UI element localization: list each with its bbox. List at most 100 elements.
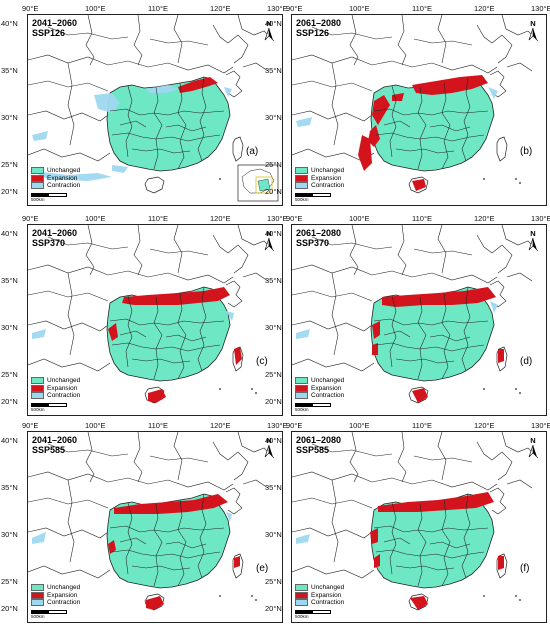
- province-boundary: [85, 225, 95, 276]
- x-tick-label: 130°E: [531, 4, 550, 13]
- province-boundary: [149, 248, 209, 256]
- contraction-area: [32, 329, 46, 339]
- province-boundary: [111, 549, 221, 559]
- y-tick-label: 20°N: [265, 187, 282, 196]
- contraction-swatch: [31, 392, 44, 400]
- province-boundary: [212, 24, 249, 64]
- expansion-swatch: [31, 591, 44, 599]
- province-boundary: [131, 565, 191, 571]
- x-tick-label: 90°E: [22, 214, 39, 223]
- contraction-area: [32, 131, 48, 141]
- province-boundary: [153, 503, 163, 587]
- province-boundary: [212, 234, 249, 274]
- y-tick-label: 35°N: [265, 66, 282, 75]
- province-boundary: [47, 26, 129, 40]
- panel-letter: (c): [256, 356, 268, 367]
- y-tick-label: 40°N: [1, 19, 18, 28]
- province-boundary: [397, 15, 407, 66]
- unchanged-area: [106, 493, 231, 589]
- island-dot: [515, 595, 517, 597]
- expansion-area: [412, 179, 426, 191]
- province-boundary: [177, 499, 187, 587]
- legend-item: Unchanged: [295, 377, 344, 385]
- panel-letter: (d): [520, 356, 533, 367]
- contraction-area: [32, 171, 112, 181]
- province-boundary: [292, 54, 498, 74]
- legend-label: Contraction: [311, 182, 345, 190]
- expansion-area: [498, 349, 504, 363]
- x-tick-label: 90°E: [286, 214, 303, 223]
- province-boundary: [476, 234, 513, 274]
- map-panel-b: 2061–2080 SSP126 N (b) Unchanged Expansion Con…: [291, 14, 547, 206]
- map-canvas: [292, 15, 539, 194]
- contraction-area: [488, 87, 498, 99]
- province-boundary: [28, 264, 234, 284]
- contraction-swatch: [295, 599, 308, 607]
- panel-letter: (b): [520, 146, 533, 157]
- contraction-area: [226, 512, 232, 522]
- x-tick-label: 130°E: [267, 421, 288, 430]
- contraction-swatch: [31, 182, 44, 190]
- legend-label: Unchanged: [311, 377, 345, 385]
- province-boundary: [173, 432, 183, 481]
- period-label: 2061–2080: [296, 228, 342, 238]
- province-boundary: [28, 148, 111, 162]
- contraction-area: [32, 532, 46, 544]
- island-dot: [519, 392, 521, 394]
- legend-label: Contraction: [47, 599, 81, 607]
- island-dot: [251, 388, 253, 390]
- province-boundary: [28, 565, 111, 579]
- y-tick-label: 20°N: [1, 187, 18, 196]
- province-boundary: [383, 537, 411, 545]
- province-boundary: [28, 471, 234, 491]
- province-boundary: [331, 272, 339, 356]
- province-boundary: [28, 497, 109, 509]
- legend-item: Contraction: [31, 599, 80, 607]
- province-boundary: [349, 15, 359, 66]
- scale-bar-graphic: [31, 193, 67, 197]
- expansion-area: [108, 540, 116, 554]
- province-boundary: [131, 148, 191, 154]
- province-boundary: [311, 443, 393, 457]
- province-boundary: [212, 441, 249, 481]
- map-panel-a: 2041–2060 SSP126 N (a) Unchanged Expansion Con…: [27, 14, 283, 206]
- coastline: [225, 280, 243, 308]
- scale-bar: 500km: [295, 610, 331, 619]
- province-boundary: [149, 38, 209, 46]
- coastline: [489, 70, 507, 98]
- province-boundary: [506, 62, 533, 72]
- expansion-area: [410, 596, 428, 610]
- province-boundary: [397, 432, 407, 483]
- expansion-area: [108, 323, 118, 341]
- province-boundary: [149, 455, 209, 463]
- province-boundary: [292, 565, 375, 579]
- scale-bar: 500km: [295, 193, 331, 202]
- scenario-label: SSP370: [296, 238, 330, 248]
- period-label: 2041–2060: [32, 435, 78, 445]
- north-arrow-icon: N: [526, 229, 540, 251]
- x-tick-label: 90°E: [286, 421, 303, 430]
- north-arrow-icon: N: [526, 436, 540, 458]
- taiwan-island: [496, 136, 508, 162]
- legend-item: Contraction: [295, 392, 344, 400]
- x-tick-label: 110°E: [148, 4, 168, 13]
- island-dot: [255, 392, 257, 394]
- north-arrow-icon: N: [262, 19, 276, 41]
- island-dot: [255, 599, 257, 601]
- province-boundary: [311, 26, 393, 40]
- province-boundary: [413, 455, 473, 463]
- province-boundary: [373, 108, 489, 116]
- scale-bar-label: 500km: [31, 197, 45, 202]
- province-boundary: [173, 15, 183, 64]
- y-tick-label: 30°N: [265, 113, 282, 122]
- province-boundary: [67, 272, 75, 356]
- legend-label: Contraction: [47, 182, 81, 190]
- legend-label: Contraction: [47, 392, 81, 400]
- province-boundary: [133, 432, 143, 483]
- province-boundary: [397, 225, 407, 276]
- province-boundary: [28, 527, 109, 539]
- province-boundary: [292, 110, 373, 122]
- coastline: [225, 70, 243, 98]
- scale-bar-graphic: [295, 193, 331, 197]
- island-dot: [519, 182, 521, 184]
